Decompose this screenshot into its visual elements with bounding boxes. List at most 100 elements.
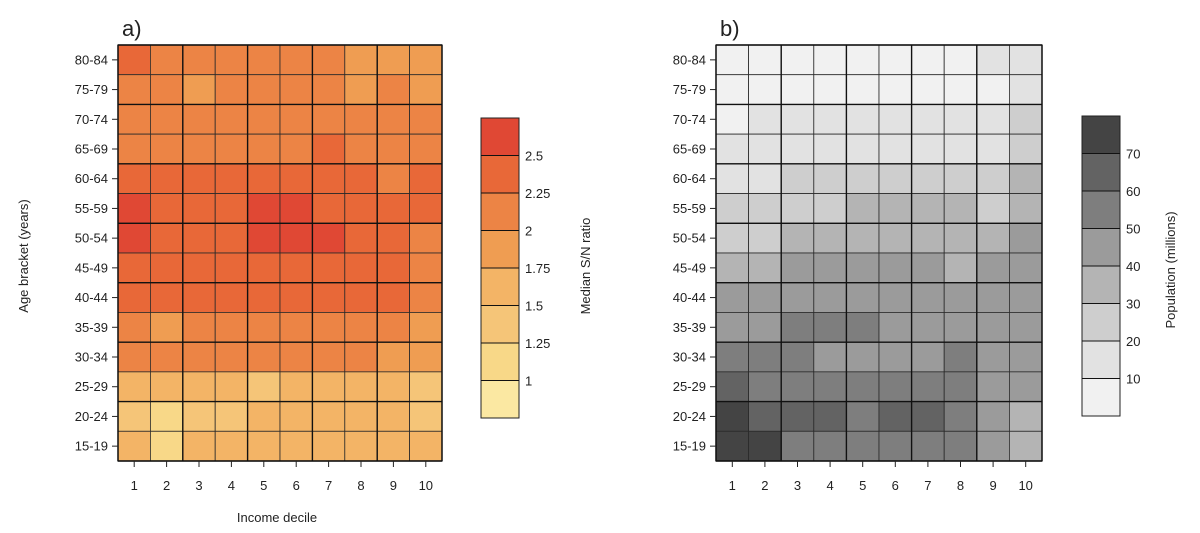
heatmap-cell <box>976 401 1010 432</box>
heatmap-cell <box>182 430 216 462</box>
heatmap-cell <box>813 430 847 462</box>
heatmap-cell <box>1009 193 1043 224</box>
heatmap-cell <box>878 312 912 343</box>
heatmap-cell <box>376 222 411 254</box>
heatmap-cell <box>117 104 151 135</box>
heatmap-cell <box>247 401 281 432</box>
heatmap-cell <box>117 133 151 165</box>
heatmap-cell <box>813 222 847 254</box>
x-tick-label: 10 <box>419 478 433 493</box>
heatmap-cell <box>715 163 749 194</box>
y-tick-label: 40-44 <box>673 290 706 305</box>
heatmap-cell <box>878 193 912 224</box>
heatmap-cell <box>780 341 815 373</box>
heatmap-cell <box>279 104 313 135</box>
heatmap-cell <box>214 222 248 254</box>
heatmap-cell <box>409 163 443 194</box>
heatmap-cell <box>149 163 184 194</box>
heatmap-cell <box>911 222 945 254</box>
heatmap-cell <box>748 104 782 135</box>
x-tick-label: 5 <box>859 478 866 493</box>
heatmap-cell <box>780 222 815 254</box>
colorbar-swatch <box>481 305 519 343</box>
y-tick-label: 55-59 <box>673 201 706 216</box>
heatmap-cell <box>279 252 313 284</box>
panel-b-label: b) <box>720 16 740 41</box>
colorbar-swatch <box>1082 303 1120 341</box>
heatmap-cell <box>846 133 880 165</box>
heatmap-cell <box>311 74 346 105</box>
heatmap-cell <box>149 133 184 165</box>
heatmap-cell <box>247 282 281 313</box>
heatmap-cell <box>149 401 184 432</box>
heatmap-cell <box>813 193 847 224</box>
heatmap-cell <box>182 222 216 254</box>
y-tick-label: 70-74 <box>75 112 108 127</box>
heatmap-cell <box>149 44 184 76</box>
colorbar-swatch <box>481 343 519 381</box>
heatmap-cell <box>780 44 815 76</box>
heatmap-cell <box>878 252 912 284</box>
x-tick-label: 9 <box>989 478 996 493</box>
y-tick-label: 35-39 <box>75 320 108 335</box>
x-tick-label: 8 <box>957 478 964 493</box>
x-tick-label: 2 <box>761 478 768 493</box>
heatmap-cell <box>715 341 749 373</box>
heatmap-cell <box>214 163 248 194</box>
heatmap-cell <box>409 104 443 135</box>
heatmap-cell <box>878 104 912 135</box>
panel-b-cells <box>715 44 1043 462</box>
heatmap-cell <box>409 44 443 76</box>
heatmap-cell <box>813 252 847 284</box>
panel-b-gridlines <box>715 44 1043 462</box>
heatmap-cell <box>780 104 815 135</box>
heatmap-cell <box>813 133 847 165</box>
heatmap-cell <box>813 44 847 76</box>
heatmap-cell <box>780 74 815 105</box>
heatmap-cell <box>279 74 313 105</box>
heatmap-cell <box>976 193 1010 224</box>
heatmap-cell <box>846 74 880 105</box>
heatmap-cell <box>748 252 782 284</box>
heatmap-cell <box>149 430 184 462</box>
heatmap-cell <box>943 371 978 402</box>
panel-b-colorbar: 10 20 30 40 50 60 70 <box>1081 115 1140 417</box>
heatmap-cell <box>409 282 443 313</box>
heatmap-cell <box>117 74 151 105</box>
heatmap-cell <box>214 401 248 432</box>
colorbar-tick-label: 1.75 <box>525 261 550 276</box>
colorbar-swatch <box>1082 341 1120 379</box>
heatmap-cell <box>409 371 443 402</box>
heatmap-cell <box>311 282 346 313</box>
heatmap-cell <box>846 252 880 284</box>
heatmap-cell <box>748 222 782 254</box>
heatmap-cell <box>311 430 346 462</box>
heatmap-cell <box>715 312 749 343</box>
heatmap-cell <box>1009 44 1043 76</box>
heatmap-cell <box>279 282 313 313</box>
heatmap-cell <box>117 252 151 284</box>
colorbar-tick-label: 60 <box>1126 184 1140 199</box>
y-tick-label: 50-54 <box>75 231 108 246</box>
colorbar-swatch <box>481 155 519 193</box>
y-tick-label: 55-59 <box>75 201 108 216</box>
colorbar-tick-label: 40 <box>1126 259 1140 274</box>
heatmap-cell <box>247 163 281 194</box>
heatmap-cell <box>911 401 945 432</box>
heatmap-cell <box>214 430 248 462</box>
heatmap-cell <box>247 74 281 105</box>
heatmap-cell <box>117 341 151 373</box>
x-tick-label: 7 <box>325 478 332 493</box>
heatmap-cell <box>149 371 184 402</box>
heatmap-cell <box>311 44 346 76</box>
heatmap-cell <box>344 193 378 224</box>
heatmap-cell <box>780 252 815 284</box>
heatmap-cell <box>943 163 978 194</box>
heatmap-cell <box>911 312 945 343</box>
heatmap-cell <box>715 222 749 254</box>
heatmap-cell <box>214 74 248 105</box>
heatmap-cell <box>878 163 912 194</box>
heatmap-cell <box>117 193 151 224</box>
heatmap-cell <box>846 312 880 343</box>
heatmap-cell <box>976 74 1010 105</box>
